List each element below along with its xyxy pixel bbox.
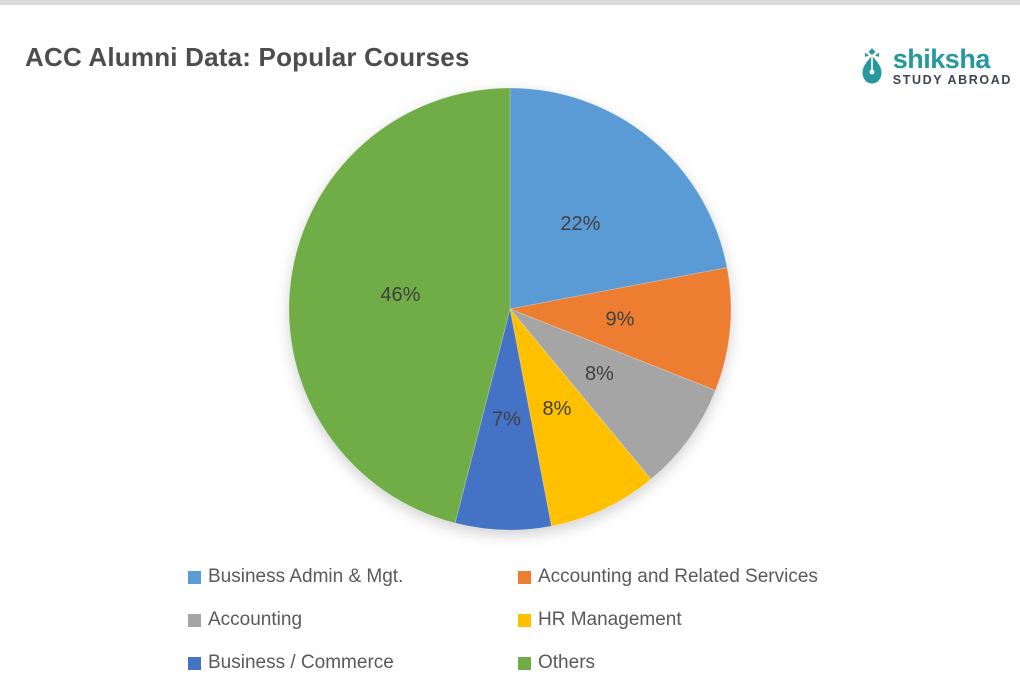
legend-swatch-hr-management bbox=[518, 613, 531, 627]
legend-label-others: Others bbox=[538, 652, 596, 673]
logo-brand-text: shiksha bbox=[892, 44, 991, 74]
logo-tagline-text: STUDY ABROAD bbox=[892, 73, 1012, 87]
legend-item-accounting-and-related-services: Accounting and Related Services bbox=[518, 566, 818, 588]
legend-label-accounting: Accounting bbox=[208, 609, 303, 630]
legend-item-others: Others bbox=[518, 652, 818, 674]
legend-swatch-business-commerce bbox=[188, 656, 201, 670]
chart-legend: Business Admin & Mgt. Accounting and Rela… bbox=[188, 566, 818, 674]
legend-swatch-others bbox=[518, 656, 531, 670]
top-border bbox=[0, 0, 1020, 5]
pen-nib-icon bbox=[856, 47, 888, 85]
legend-item-business-admin-mgt: Business Admin & Mgt. bbox=[188, 566, 518, 588]
legend-swatch-accounting-and-related-services bbox=[518, 570, 531, 584]
legend-label-business-commerce: Business / Commerce bbox=[208, 652, 394, 673]
legend-label-business-admin-mgt: Business Admin & Mgt. bbox=[208, 566, 404, 587]
legend-item-accounting: Accounting bbox=[188, 609, 518, 631]
pie-label-accounting-and-related-services: 9% bbox=[606, 308, 635, 330]
pie-slice-accounting bbox=[509, 308, 716, 480]
shiksha-logo: shiksha STUDY ABROAD bbox=[856, 46, 1012, 87]
pie-slice-business-admin-mgt bbox=[509, 87, 728, 310]
pie-label-others: 46% bbox=[380, 284, 420, 306]
legend-swatch-business-admin-mgt bbox=[188, 570, 201, 584]
legend-item-hr-management: HR Management bbox=[518, 609, 818, 631]
legend-item-business-commerce: Business / Commerce bbox=[188, 652, 518, 674]
pie-label-accounting: 8% bbox=[585, 363, 614, 385]
pie-label-hr-management: 8% bbox=[543, 398, 572, 420]
legend-label-hr-management: HR Management bbox=[538, 609, 682, 630]
legend-swatch-accounting bbox=[188, 613, 201, 627]
pie-label-business-admin-mgt: 22% bbox=[560, 213, 600, 235]
pie-label-business-commerce: 7% bbox=[492, 408, 521, 430]
pie-slice-others bbox=[288, 87, 511, 524]
pie-slice-business-commerce bbox=[454, 308, 552, 531]
pie-chart: 22% 9% 8% 8% 7% 46% bbox=[288, 87, 732, 531]
chart-title: ACC Alumni Data: Popular Courses bbox=[25, 42, 470, 72]
legend-label-accounting-and-related-services: Accounting and Related Services bbox=[538, 566, 818, 587]
pie-slice-hr-management bbox=[509, 308, 652, 527]
pie-slice-accounting-and-related-services bbox=[508, 267, 732, 391]
